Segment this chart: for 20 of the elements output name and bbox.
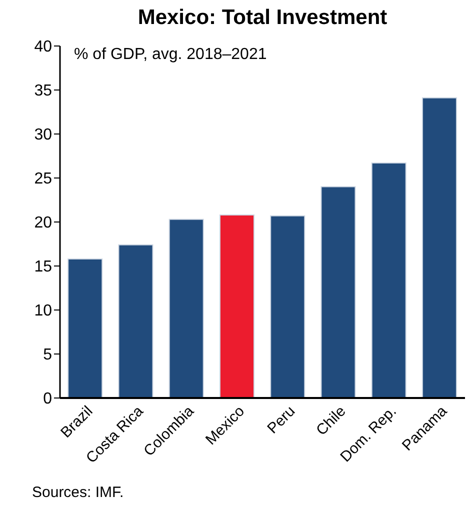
bar (68, 258, 103, 398)
y-tick-label: 20 (34, 214, 52, 232)
bar (422, 97, 457, 398)
bar (118, 244, 154, 398)
bar (168, 218, 204, 398)
y-tick-label: 25 (34, 170, 52, 188)
y-tick-label: 35 (34, 82, 52, 100)
bar (270, 215, 306, 398)
chart-title: Mexico: Total Investment (136, 6, 388, 30)
y-tick-label: 10 (34, 302, 52, 320)
y-tick-label: 15 (34, 258, 52, 276)
bar (219, 214, 254, 398)
source-note: Sources: IMF. (32, 484, 124, 501)
y-tick-label: 5 (43, 346, 52, 364)
bar (371, 162, 406, 398)
bar (320, 186, 356, 398)
y-tick-label: 40 (34, 38, 52, 56)
y-tick-label: 30 (34, 126, 52, 144)
chart-subtitle: % of GDP, avg. 2018–2021 (74, 46, 267, 64)
y-tick-label: 0 (43, 390, 52, 408)
